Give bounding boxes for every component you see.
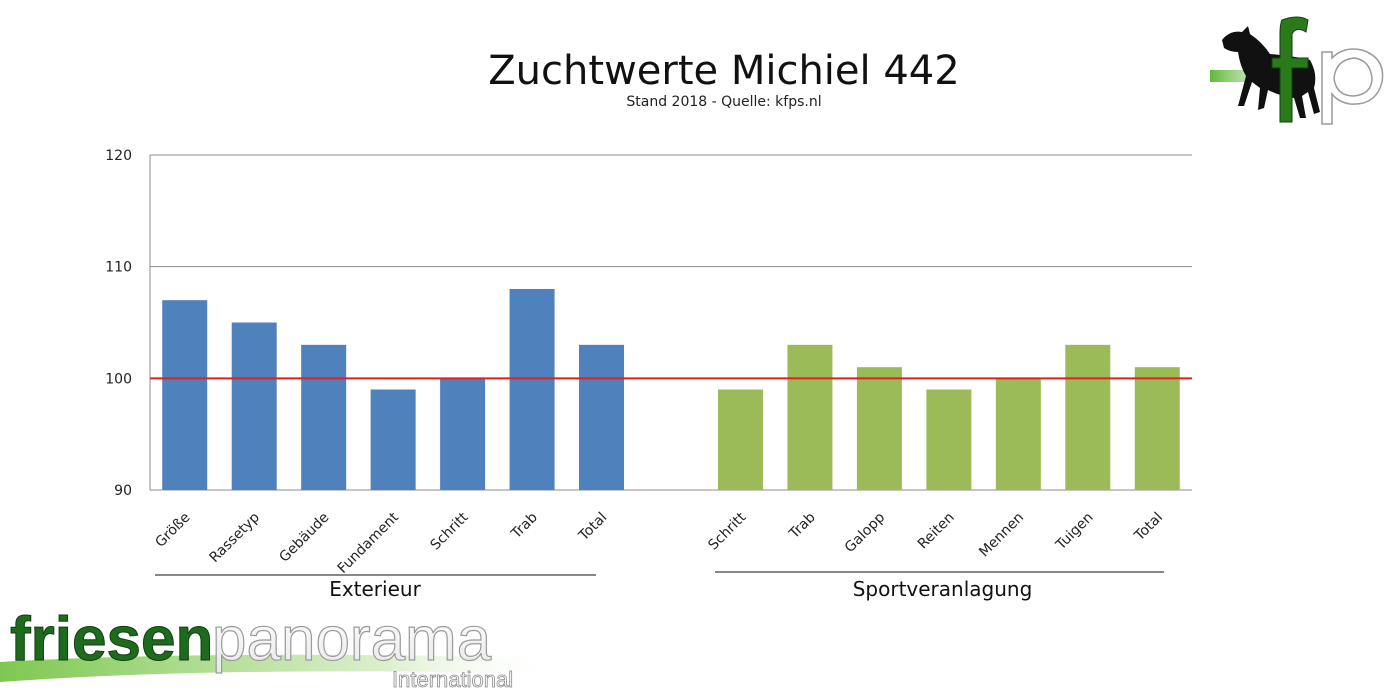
bar [717,389,763,490]
bar [301,344,347,490]
x-tick-label: Trab [508,509,541,542]
bar [1065,344,1111,490]
chart-title: Zuchtwerte Michiel 442 [488,48,960,94]
x-tick-label: Fundament [335,509,403,577]
x-tick-label: Rassetyp [207,509,264,566]
y-tick-label: 120 [105,148,132,164]
x-tick-label: Mennen [976,510,1027,561]
x-tick-label: Reiten [915,510,958,553]
bar [162,300,208,490]
bar [509,289,555,490]
bar [995,378,1041,490]
horse-fp-logo [1210,16,1384,125]
bar [579,344,625,490]
x-tick-label: Schritt [705,509,749,553]
bar [231,322,277,490]
x-tick-label: Total [575,510,610,545]
friesenpanorama-watermark: friesen panorama International [0,604,560,692]
bar [787,344,833,490]
svg-text:friesen: friesen [10,605,213,674]
chart-subtitle: Stand 2018 - Quelle: kfps.nl [626,94,822,110]
group-label-sportveranlagung: Sportveranlagung [852,577,1033,601]
y-tick-label: 90 [114,483,132,499]
x-tick-label: Größe [152,510,193,551]
x-tick-label: Gebäude [276,510,332,566]
x-tick-label: Tuigen [1052,510,1096,554]
x-tick-label: Trab [786,509,819,542]
svg-text:International: International [392,667,513,692]
x-tick-label: Schritt [428,509,472,553]
group-label-exterieur: Exterieur [329,577,421,601]
y-tick-label: 100 [105,371,132,387]
bar [926,389,972,490]
bar [370,389,416,490]
y-tick-label: 110 [105,260,132,276]
bar [1134,367,1180,490]
x-tick-label: Total [1131,510,1166,545]
bar [856,367,902,490]
svg-text:panorama: panorama [212,605,492,674]
x-tick-label: Galopp [842,509,889,556]
bar [440,378,486,490]
